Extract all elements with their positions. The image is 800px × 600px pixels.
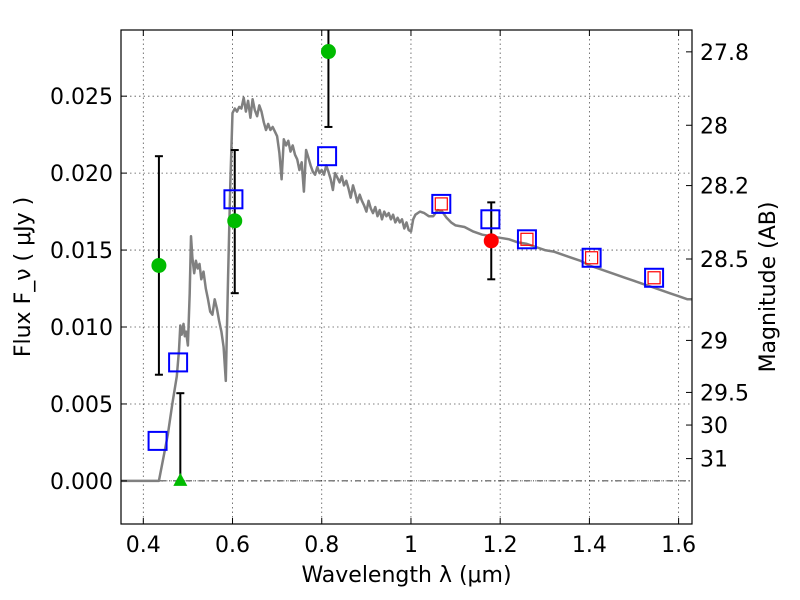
model-flux-square	[644, 267, 665, 288]
y-axis-right-label: Magnitude (AB)	[756, 202, 781, 373]
x-tick-label: 1	[404, 533, 418, 558]
inner-flux-square	[520, 232, 534, 246]
y-tick-label: 0.005	[50, 393, 113, 418]
inner-flux-square	[434, 197, 448, 211]
right-tick-label: 29.5	[700, 381, 749, 406]
plot-frame	[120, 29, 693, 525]
right-tick-label: 28.5	[700, 248, 749, 273]
green-data-point	[320, 44, 336, 60]
ticks-layer: 0.4 0.6 0.8 1 1.2 1.4 1.6 0.000 0.005 0.010 0.015 0…	[50, 30, 749, 558]
y-tick-label: 0.020	[50, 162, 113, 187]
right-tick-label: 28.2	[700, 175, 749, 200]
inner-flux-square	[585, 251, 599, 265]
model-flux-square	[223, 189, 244, 210]
model-flux-square	[317, 146, 338, 167]
y-tick-label: 0.010	[50, 316, 113, 341]
right-tick-label: 29	[700, 329, 728, 354]
model-flux-square	[147, 430, 168, 451]
model-spectrum-line	[121, 96, 692, 483]
plot-layer	[121, 30, 692, 486]
green-data-point	[227, 213, 243, 229]
model-flux-square	[168, 352, 189, 373]
right-tick-label: 27.8	[700, 41, 749, 66]
y-tick-label: 0.025	[50, 85, 113, 110]
model-flux-square	[480, 209, 501, 230]
y-tick-label: 0.000	[50, 470, 113, 495]
x-tick-label: 1.4	[572, 533, 607, 558]
right-tick-label: 28	[700, 114, 728, 139]
x-tick-label: 0.8	[304, 533, 339, 558]
y-tick-label: 0.015	[50, 239, 113, 264]
inner-flux-square	[647, 271, 661, 285]
right-tick-label: 30	[700, 414, 728, 439]
green-data-point	[151, 257, 167, 273]
upper-limit-triangle	[173, 472, 188, 486]
x-tick-label: 1.2	[483, 533, 518, 558]
model-flux-square	[581, 247, 602, 268]
red-data-point	[483, 233, 499, 249]
x-axis-label: Wavelength λ (μm)	[301, 563, 511, 588]
right-tick-label: 31	[700, 448, 728, 473]
model-flux-square	[516, 229, 537, 250]
y-axis-label: Flux F_ν ( μJy )	[11, 197, 36, 357]
x-tick-label: 1.6	[661, 533, 696, 558]
model-flux-square	[431, 193, 452, 214]
x-tick-label: 0.4	[126, 533, 161, 558]
x-tick-label: 0.6	[215, 533, 250, 558]
grid-layer	[121, 30, 692, 524]
